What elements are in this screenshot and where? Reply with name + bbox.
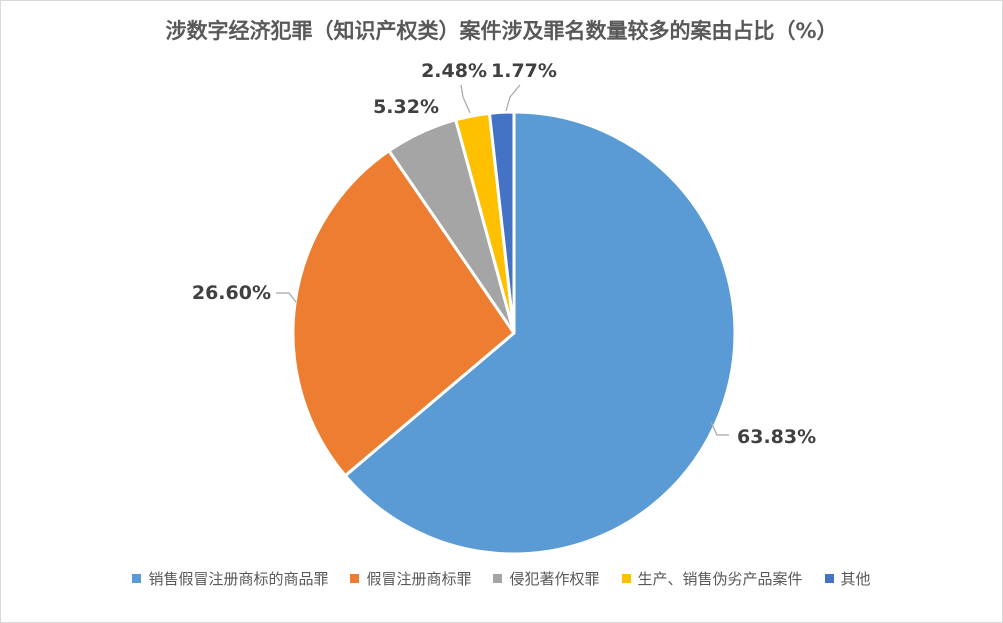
pie-slice <box>291 149 516 478</box>
leader-line <box>505 84 521 112</box>
legend-item: 销售假冒注册商标的商品罪 <box>132 568 328 589</box>
data-label: 63.83% <box>737 426 816 448</box>
chart-title: 涉数字经济犯罪（知识产权类）案件涉及罪名数量较多的案由占比（%） <box>165 19 838 43</box>
data-labels: 63.83% 26.60% 5.32% 2.48% 1.77% <box>192 60 816 448</box>
leader-line <box>460 84 471 114</box>
leader-line <box>710 421 729 436</box>
data-label: 26.60% <box>192 282 271 304</box>
pie-slice <box>487 110 516 335</box>
pie-chart: 63.83% 26.60% 5.32% 2.48% 1.77% <box>192 60 816 556</box>
legend-label: 生产、销售伪劣产品案件 <box>637 570 803 588</box>
data-label: 5.32% <box>373 96 439 118</box>
legend-label: 侵犯著作权罪 <box>509 570 600 588</box>
legend-item: 侵犯著作权罪 <box>493 568 600 589</box>
legend-swatch <box>132 574 142 583</box>
pie-slices <box>291 110 737 556</box>
legend-swatch <box>493 574 503 583</box>
leader-lines <box>276 84 729 436</box>
data-label: 1.77% <box>491 60 557 82</box>
legend-item: 其他 <box>824 568 871 589</box>
legend-swatch <box>350 574 360 583</box>
leader-line <box>276 292 297 303</box>
legend: 销售假冒注册商标的商品罪 假冒注册商标罪 侵犯著作权罪 生产、销售伪劣产品案件 其他 <box>1 568 1002 589</box>
legend-label: 销售假冒注册商标的商品罪 <box>148 570 329 588</box>
legend-swatch <box>621 574 631 583</box>
legend-label: 假冒注册商标罪 <box>366 570 472 588</box>
data-label: 2.48% <box>421 60 487 82</box>
legend-label: 其他 <box>840 570 871 588</box>
legend-item: 假冒注册商标罪 <box>350 568 471 589</box>
legend-item: 生产、销售伪劣产品案件 <box>621 568 803 589</box>
pie-slice <box>343 110 737 556</box>
legend-swatch <box>824 574 834 583</box>
